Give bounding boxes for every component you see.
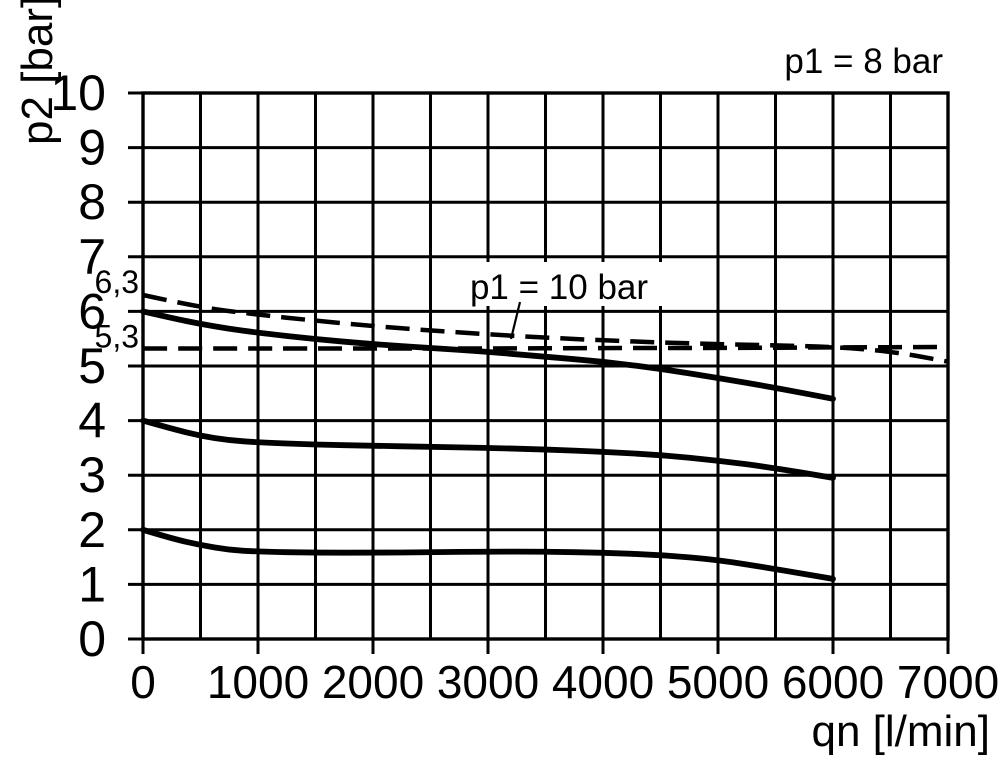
x-tick-label: 0 [130, 656, 156, 708]
x-tick-label: 7000 [897, 656, 999, 708]
annotation-leader-line [509, 301, 522, 340]
y-tick-label: 6 [78, 283, 106, 339]
y-tick-label: 4 [78, 393, 106, 449]
curve-p1-8bar-set-4bar [140, 417, 836, 481]
curve-p1-10bar-set-5.3bar [142, 344, 949, 351]
x-tick-label: 4000 [552, 656, 654, 708]
curve-p1-8bar-set-2bar [140, 526, 836, 582]
curve-p1-10bar-set-6.3bar [142, 292, 949, 364]
y-tick-label: 1 [78, 556, 106, 612]
y-extra-label: 6,3 [95, 264, 139, 300]
x-axis-label: qn [l/min] [811, 707, 990, 756]
y-tick-label: 8 [78, 174, 106, 230]
y-axis-label: p2 [bar] [13, 0, 62, 145]
x-tick-label: 2000 [322, 656, 424, 708]
chart-title: p1 = 8 bar [784, 42, 943, 81]
y-tick-label: 5 [78, 338, 106, 394]
x-tick-label: 6000 [782, 656, 884, 708]
x-tick-label: 1000 [207, 656, 309, 708]
plot-border [141, 91, 950, 641]
y-tick-label: 0 [78, 611, 106, 667]
y-extra-label: 5,3 [95, 319, 139, 355]
y-tick-label: 7 [78, 229, 106, 285]
x-tick-label: 3000 [437, 656, 539, 708]
y-tick-label: 2 [78, 502, 106, 558]
y-tick-label: 10 [50, 65, 106, 121]
y-tick-label: 9 [78, 120, 106, 176]
x-tick-label: 5000 [667, 656, 769, 708]
annotation-background [449, 262, 669, 306]
annotation-p1-10bar: p1 = 10 bar [470, 268, 648, 307]
grid [128, 91, 950, 654]
curves [140, 292, 949, 582]
y-tick-label: 3 [78, 447, 106, 503]
